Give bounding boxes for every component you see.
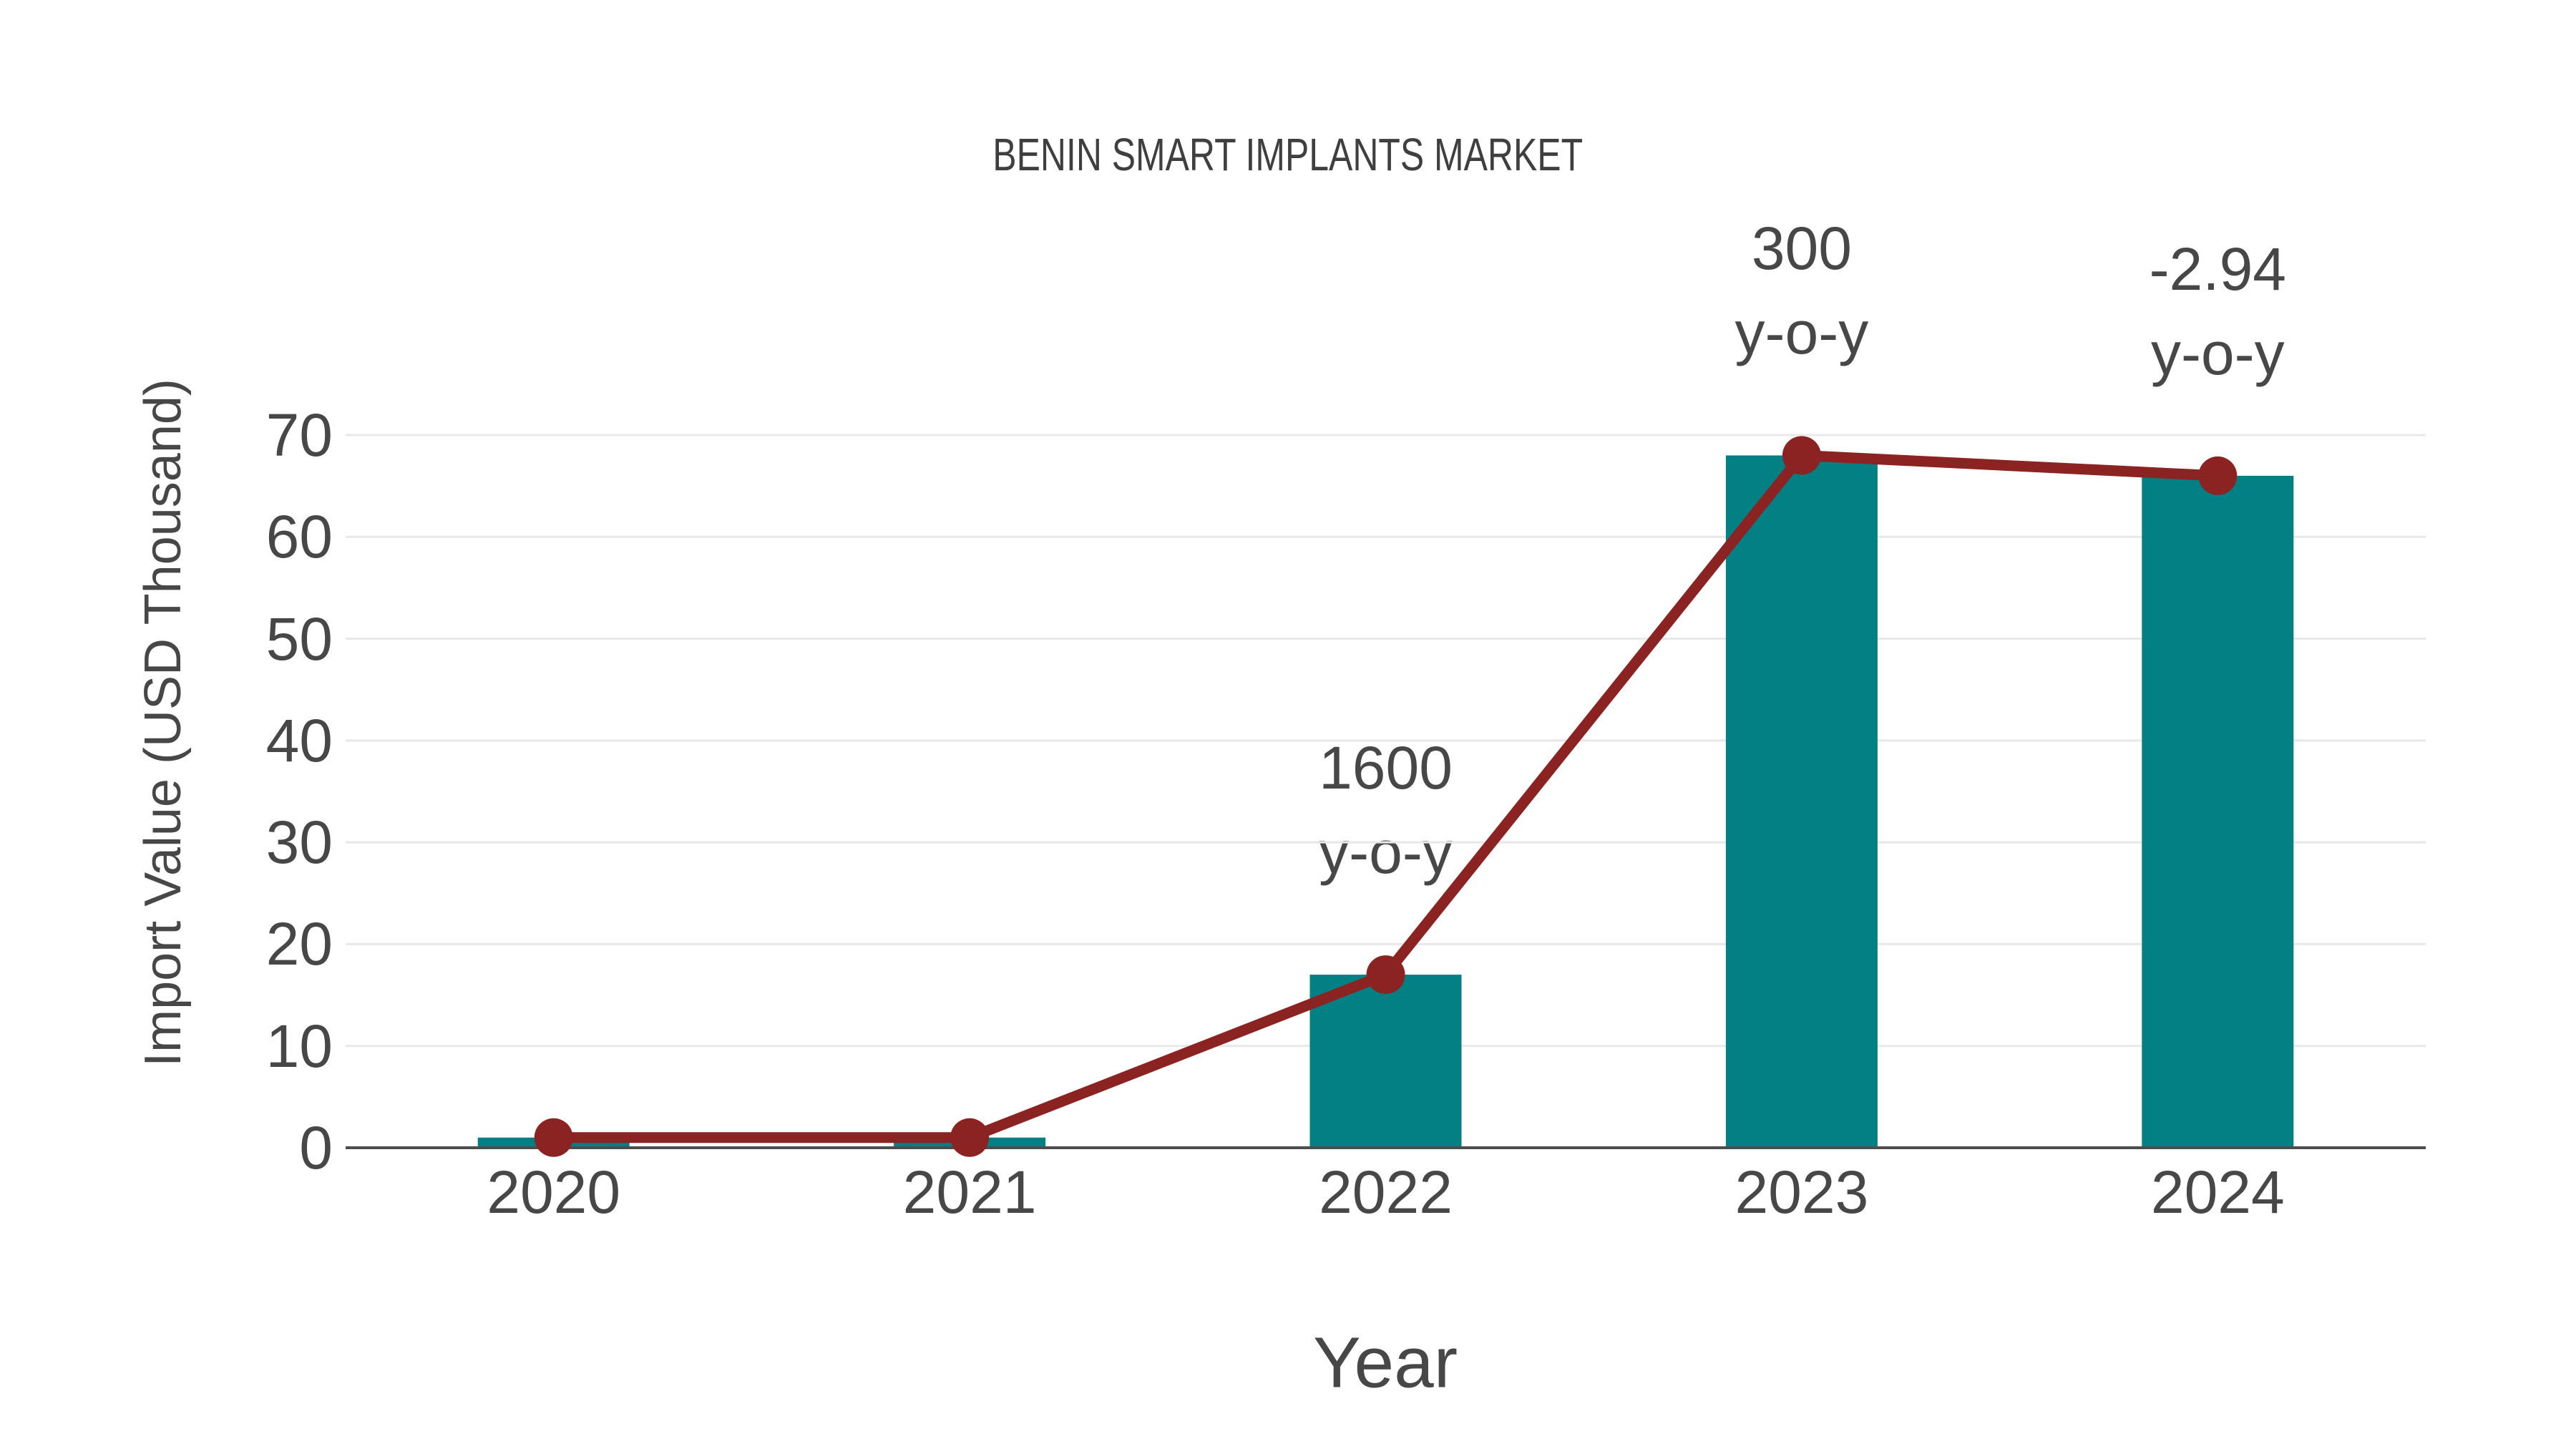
x-tick-label-2023: 2023: [1735, 1158, 1869, 1226]
bar-2022: [1309, 975, 1462, 1148]
annotation-2023: 300 y-o-y: [1644, 206, 1959, 375]
y-tick-label-0: 0: [299, 1114, 333, 1181]
chart-title-text: BENIN SMART IMPLANTS MARKET: [992, 129, 1584, 180]
y-tick-label-20: 20: [265, 910, 333, 978]
x-tick-label-2021: 2021: [902, 1158, 1037, 1226]
annotation-2024-value: -2.94: [2149, 235, 2287, 303]
marker-2021: [950, 1118, 990, 1157]
bar-2020: [477, 1137, 630, 1148]
y-tick-label-60: 60: [265, 503, 333, 571]
marker-2020: [534, 1118, 573, 1157]
y-tick-label-30: 30: [265, 809, 333, 877]
marker-2024: [2198, 456, 2238, 495]
annotation-2023-value: 300: [1751, 215, 1852, 283]
bar-2024: [2142, 475, 2294, 1148]
marker-2023: [1782, 436, 1821, 475]
marker-2022: [1366, 955, 1405, 995]
annotation-2023-label: y-o-y: [1735, 299, 1869, 367]
y-tick-label-70: 70: [265, 401, 333, 469]
y-tick-label-10: 10: [265, 1012, 333, 1080]
x-tick-label-2024: 2024: [2150, 1158, 2285, 1226]
y-tick-label-50: 50: [265, 605, 333, 673]
x-axis-title: Year: [1312, 1322, 1458, 1403]
annotation-2022-label: y-o-y: [1319, 819, 1453, 887]
annotation-2022-value: 1600: [1319, 734, 1453, 802]
x-tick-label-2022: 2022: [1319, 1158, 1453, 1226]
annotation-2024: -2.94 y-o-y: [2060, 227, 2375, 396]
bar-2021: [894, 1137, 1046, 1148]
chart-title: BENIN SMART IMPLANTS MARKET: [0, 126, 2576, 183]
annotation-2024-label: y-o-y: [2150, 319, 2285, 387]
x-tick-label-2020: 2020: [487, 1158, 621, 1226]
y-tick-label-40: 40: [265, 706, 333, 774]
annotation-2022: 1600 y-o-y: [1229, 726, 1543, 894]
bar-2023: [1725, 455, 1878, 1148]
